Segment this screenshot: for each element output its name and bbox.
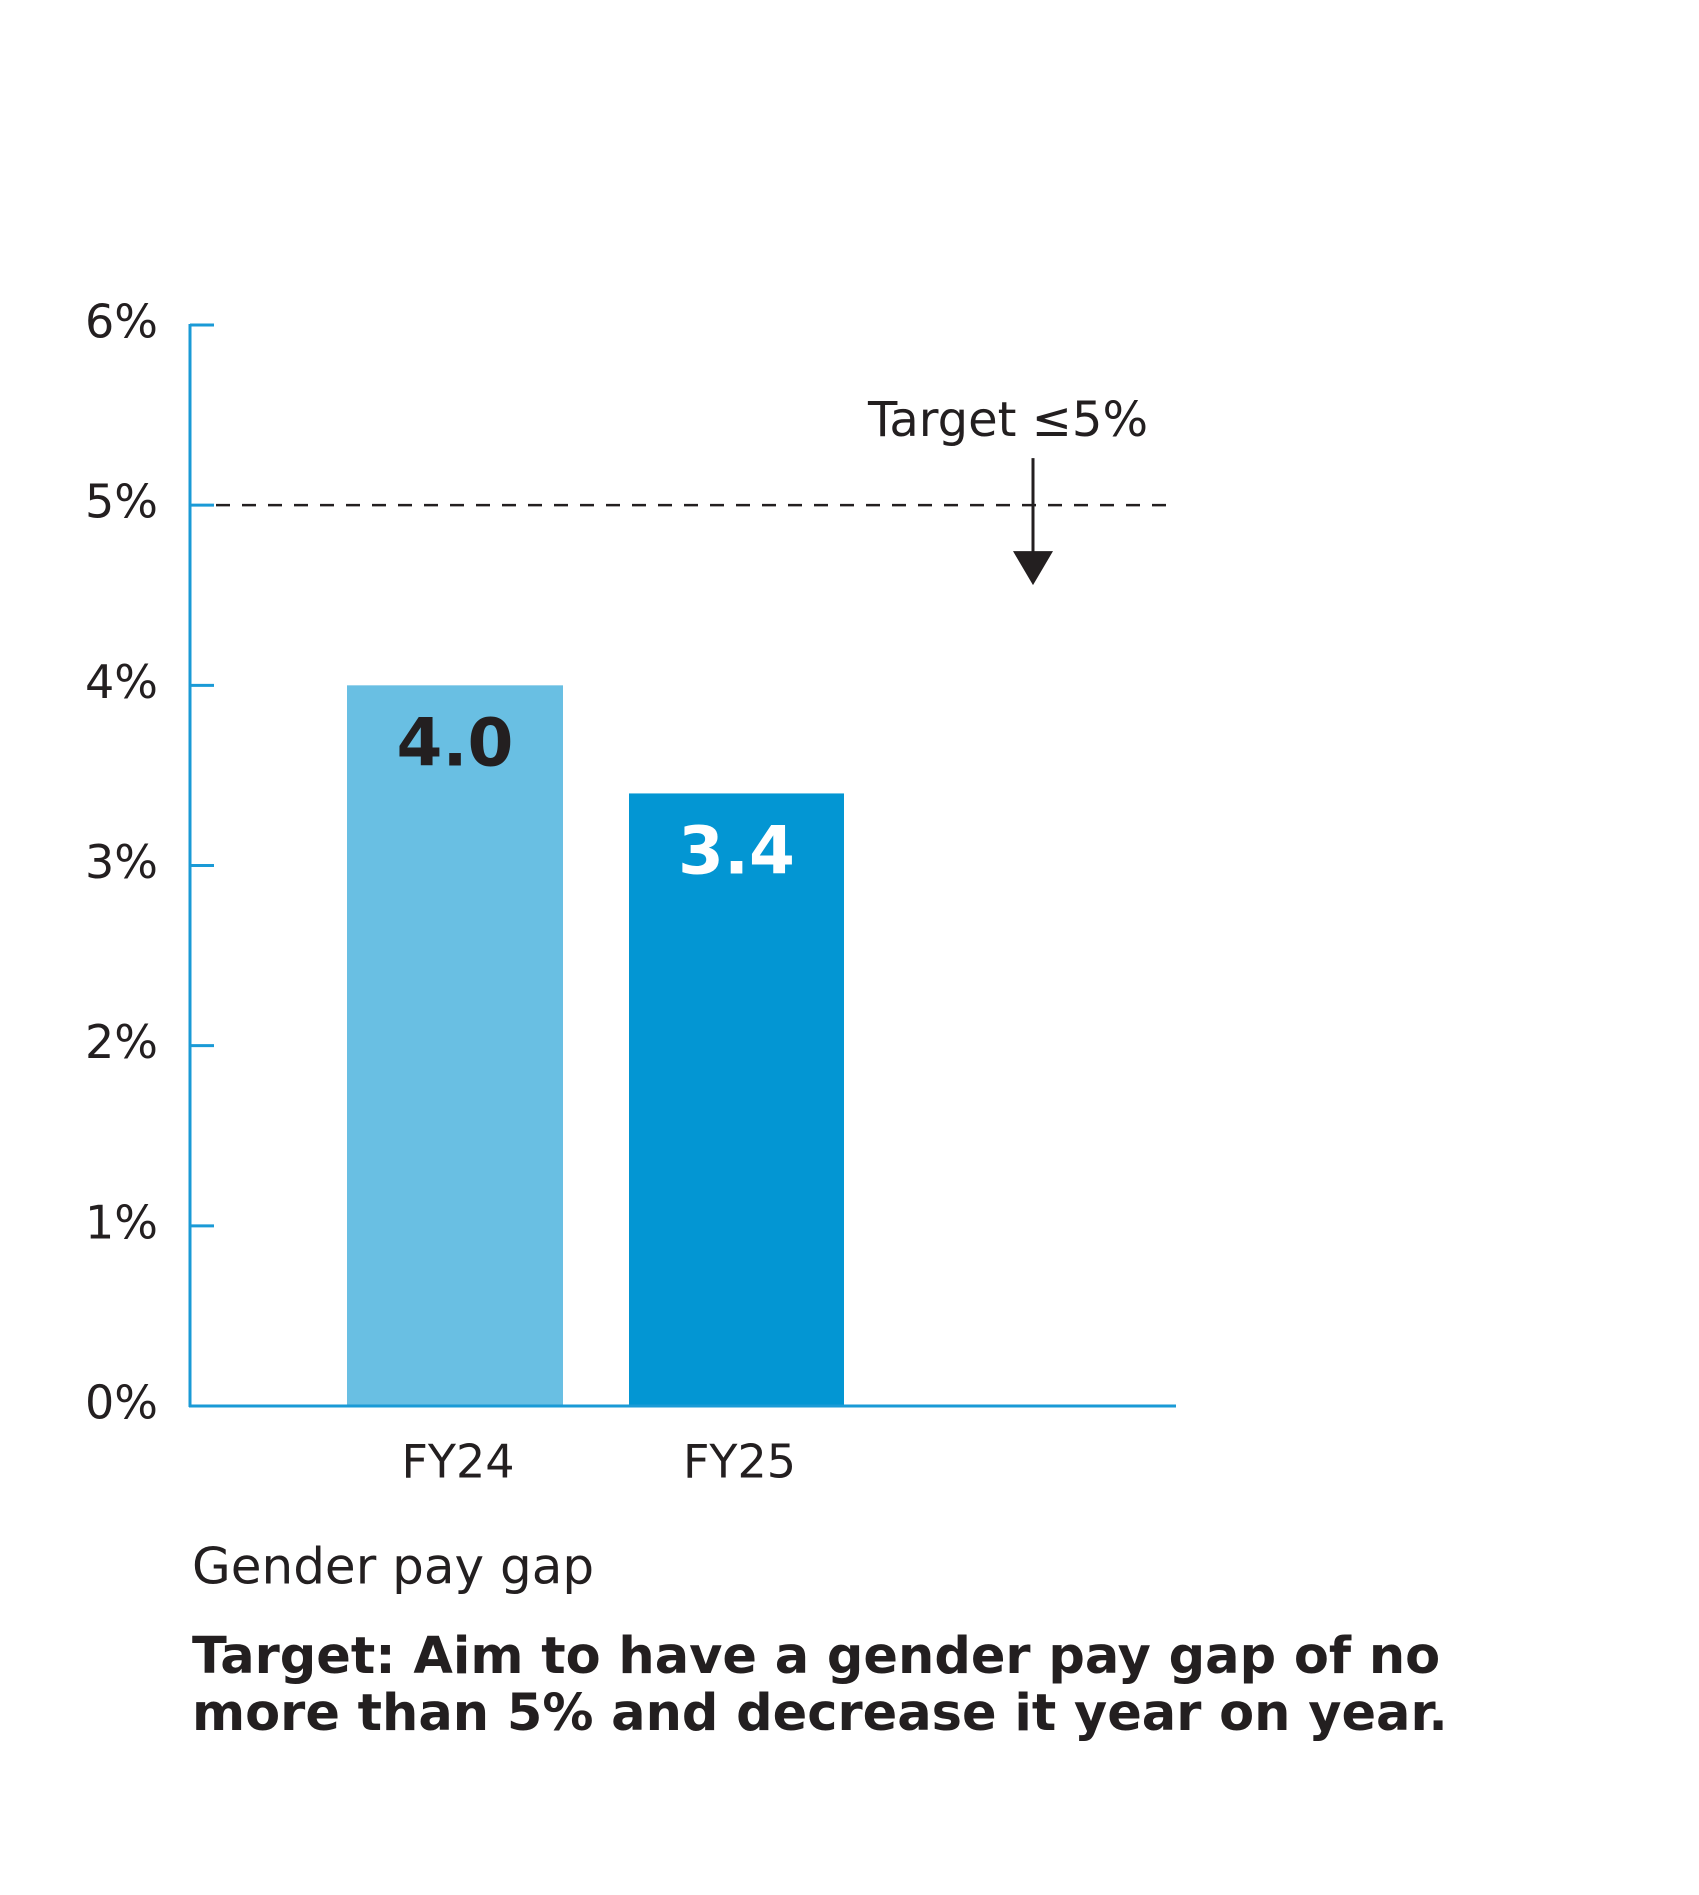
y-tick-label: 3% [85, 835, 158, 889]
x-axis-label: Gender pay gap [192, 1538, 594, 1596]
value-label: 4.0 [397, 704, 514, 781]
target-arrowhead [1013, 551, 1053, 586]
note-line: Target: Aim to have a gender pay gap of … [192, 1627, 1441, 1686]
y-tick-label: 5% [85, 475, 158, 529]
bar [347, 685, 563, 1406]
x-tick-label: FY25 [683, 1435, 796, 1489]
note: Target: Aim to have a gender pay gap of … [192, 1628, 1492, 1742]
y-tick-label: 1% [85, 1195, 158, 1249]
value-label: 3.4 [678, 812, 795, 889]
y-tick-label: 4% [85, 655, 158, 709]
target-label: Target ≤5% [867, 392, 1148, 448]
x-tick-label: FY24 [401, 1435, 514, 1489]
bar [629, 793, 844, 1406]
y-tick-label: 0% [85, 1376, 158, 1430]
note-line: more than 5% and decrease it year on yea… [192, 1684, 1448, 1743]
y-tick-label: 6% [85, 295, 158, 349]
y-tick-label: 2% [85, 1015, 158, 1069]
